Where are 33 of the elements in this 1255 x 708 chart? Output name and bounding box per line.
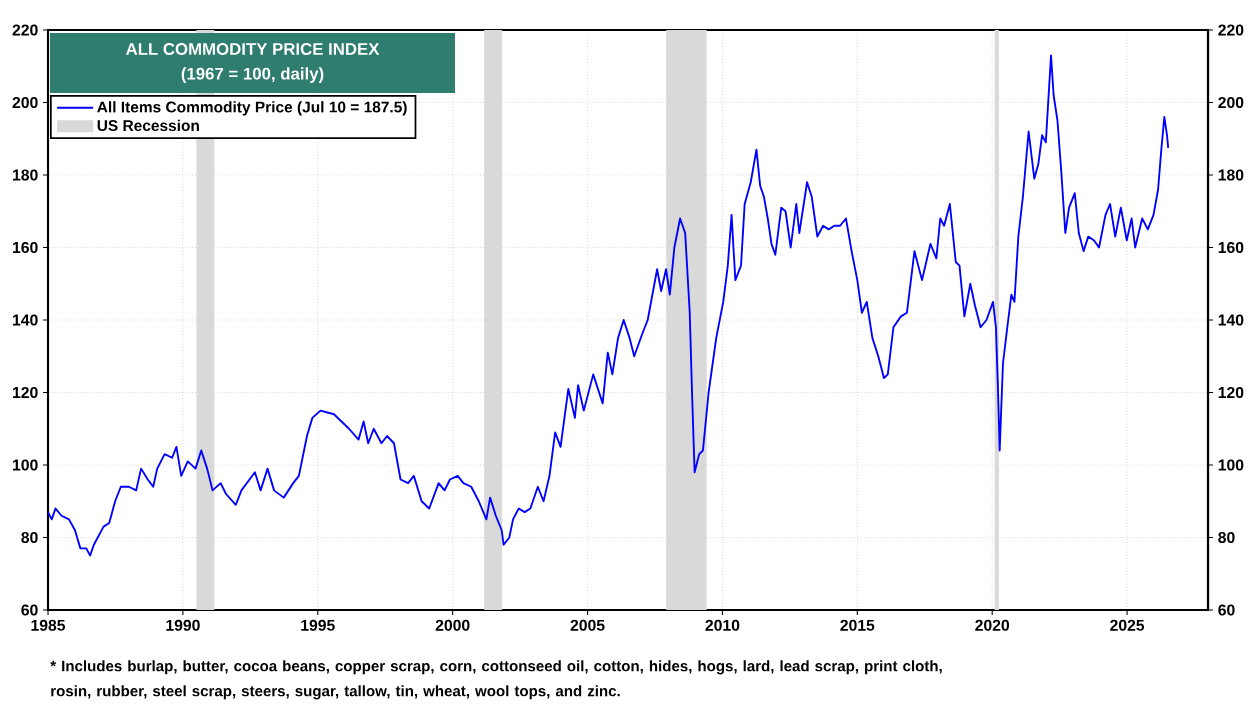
y2-tick-label: 140 [1218,314,1244,326]
y-tick-label: 200 [12,96,38,109]
y2-tick-label: 180 [1218,169,1244,181]
y-tick-label: 140 [13,314,38,326]
y2-tick-label: 60 [1218,604,1235,616]
y-tick-label: 60 [21,604,38,616]
x-tick-label: 2020 [975,619,1010,631]
y-tick-label: 180 [13,169,38,181]
y2-tick-label: 80 [1218,531,1235,544]
y-tick-label: 120 [13,386,38,399]
x-tick-label: 2025 [1110,619,1145,631]
y2-tick-label: 100 [1218,459,1244,471]
y-tick-label: 160 [13,241,38,254]
text: * Includes burlap, butter, cocoa beans, copper scrap, corn, cottonseed oil, cotton, hides, hogs, lard, lead scrap, print cloth, rosin, rubber, steel scrap, steers, sugar, tallow, tin, wheat, wool tops, and zinc. [50,660,942,700]
x-tick-label: 2005 [570,619,605,631]
band-label: US Recession [97,119,199,132]
text: (1967 = 100, daily) [181,67,324,83]
x-tick-label: 1995 [301,619,335,631]
x-tick-label: 2015 [840,619,875,631]
legend-label: All Items Commodity Price (Jul 10 = 187.5) [97,101,407,116]
y-tick-label: 80 [21,531,38,544]
y2-tick-label: 220 [1218,24,1244,36]
x-tick-label: 2010 [705,619,740,631]
text: ALL COMMODITY PRICE INDEX [125,43,380,55]
y-tick-label: 220 [12,24,38,36]
x-tick-label: 1985 [31,619,66,631]
y2-tick-label: 160 [1218,241,1244,254]
y2-tick-label: 120 [1218,386,1244,399]
y-tick-label: 100 [13,459,38,471]
line-series [48,54,1170,557]
y2-tick-label: 200 [1218,96,1244,109]
x-tick-label: 1990 [166,619,200,631]
x-tick-label: 2000 [435,619,470,631]
